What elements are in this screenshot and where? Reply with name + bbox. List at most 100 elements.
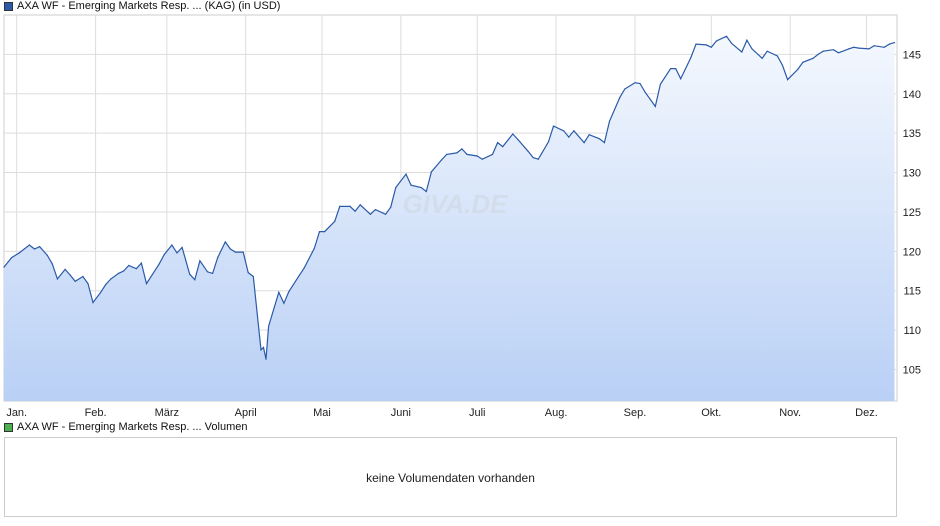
y-tick-label: 105 (903, 364, 921, 376)
price-point (265, 358, 267, 360)
price-point (105, 283, 107, 285)
x-tick-label: Juli (469, 407, 486, 419)
price-point (51, 263, 53, 265)
price-point (206, 271, 209, 273)
price-point (547, 141, 550, 143)
price-point (817, 53, 819, 56)
price-point (848, 48, 850, 50)
price-point (675, 68, 677, 70)
price-point (359, 204, 361, 206)
price-point (123, 270, 125, 272)
price-point (18, 252, 20, 254)
price-point (639, 82, 641, 85)
price-point (252, 275, 254, 278)
price-line (3, 35, 895, 360)
price-point (532, 157, 534, 159)
price-point (298, 275, 300, 277)
price-legend: AXA WF - Emerging Markets Resp. ... (KAG… (4, 0, 280, 13)
price-point (349, 205, 351, 207)
price-point (405, 173, 407, 175)
volume-legend-label: AXA WF - Emerging Markets Resp. ... Volu… (17, 421, 248, 433)
price-point (583, 142, 585, 144)
price-point (634, 82, 636, 84)
x-tick-label: Mai (313, 407, 331, 419)
price-point (741, 51, 743, 53)
price-point (441, 159, 443, 161)
y-tick-label: 140 (903, 89, 921, 101)
price-point (491, 153, 494, 155)
price-point (466, 153, 468, 155)
price-point (217, 257, 219, 259)
price-point (502, 146, 504, 148)
price-point (39, 246, 41, 248)
price-point (497, 142, 499, 144)
price-point (145, 283, 148, 285)
price-point (11, 257, 13, 259)
price-point (288, 290, 290, 293)
y-tick-label: 145 (903, 49, 921, 61)
price-chart: GIVA.DE 105 110 115 120 125 130 135 140 145 Jan.… (3, 14, 921, 419)
price-point (82, 275, 84, 278)
price-point (313, 247, 315, 249)
price-point (868, 48, 870, 50)
price-points (3, 35, 896, 360)
price-point (461, 148, 463, 150)
price-point (354, 210, 356, 212)
price-point (659, 83, 662, 85)
y-tick-label: 125 (903, 207, 921, 219)
price-point (751, 48, 753, 50)
y-axis: 105 110 115 120 125 130 135 140 145 (903, 49, 921, 376)
price-point (135, 268, 137, 270)
price-legend-swatch (4, 2, 13, 11)
price-point (242, 251, 244, 253)
volume-legend-swatch (4, 423, 13, 432)
price-point (92, 301, 94, 304)
price-point (481, 158, 483, 160)
price-point (446, 153, 448, 155)
price-point (670, 68, 672, 70)
price-point (189, 273, 191, 275)
price-point (199, 260, 201, 262)
price-point (812, 57, 814, 59)
price-point (171, 244, 173, 246)
price-point (64, 268, 66, 270)
price-point (781, 64, 784, 66)
price-point (425, 190, 427, 193)
price-point (588, 134, 590, 136)
price-point (194, 279, 196, 281)
price-point (234, 251, 237, 253)
price-point (334, 220, 336, 222)
volume-empty-message: keine Volumendaten vorhanden (366, 471, 535, 485)
price-point (603, 142, 606, 144)
y-tick-label: 130 (903, 168, 921, 180)
x-axis: Jan. Feb. März April Mai Juni Juli Aug. Sep. Okt.… (6, 407, 877, 419)
price-point (456, 152, 458, 154)
price-point (537, 158, 539, 160)
price-point (110, 278, 112, 280)
price-point (832, 49, 835, 51)
price-point (28, 244, 30, 246)
price-point (128, 264, 130, 267)
price-point (822, 50, 824, 52)
price-point (776, 55, 779, 57)
x-tick-label: Feb. (85, 407, 107, 419)
price-point (873, 45, 875, 47)
price-point (262, 346, 265, 348)
volume-panel: keine Volumendaten vorhanden (4, 437, 897, 517)
price-point (390, 206, 392, 208)
x-tick-label: Jan. (6, 407, 27, 419)
price-point (654, 105, 656, 107)
price-point (176, 252, 178, 254)
price-point (395, 186, 397, 189)
price-point (385, 213, 387, 215)
price-point (761, 57, 763, 59)
price-point (573, 130, 575, 132)
price-point (552, 125, 555, 127)
price-point (212, 272, 214, 274)
price-point (56, 278, 59, 280)
x-tick-label: Juni (391, 407, 411, 419)
price-point (158, 263, 160, 265)
price-point (46, 254, 48, 256)
price-point (369, 213, 371, 215)
price-point (87, 283, 89, 285)
